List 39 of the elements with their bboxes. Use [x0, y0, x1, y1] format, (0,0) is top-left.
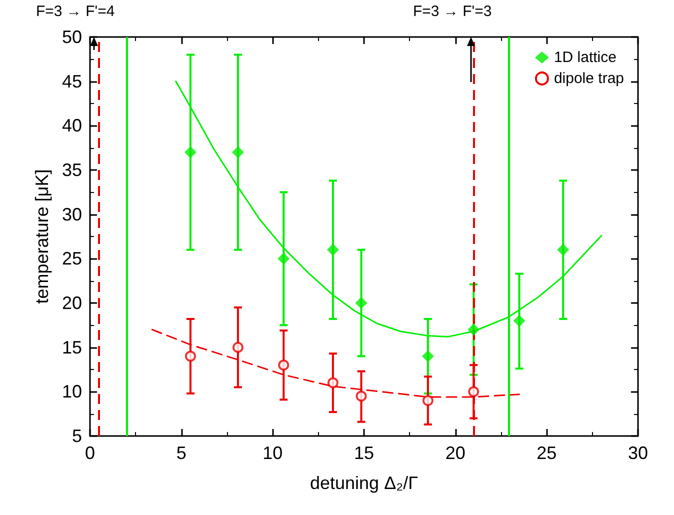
y-tick-label: 25: [62, 248, 82, 269]
point: [468, 324, 480, 336]
x-tick-label: 30: [628, 443, 648, 463]
point: [327, 377, 338, 388]
legend-label: 1D lattice: [554, 49, 616, 66]
text: F=3 → F'=4: [36, 3, 115, 20]
point: [468, 386, 480, 398]
y-axis-title: temperature [μK]: [32, 169, 52, 304]
y-tick-label: 30: [62, 204, 82, 224]
x-tick-label: 5: [176, 443, 186, 463]
legend-label: dipole trap: [554, 70, 624, 87]
y-tick-label: 45: [62, 71, 82, 92]
point: [326, 244, 339, 256]
y-tick-label: 50: [62, 27, 82, 47]
point: [356, 390, 367, 402]
point: [232, 342, 244, 353]
y-tick-label: 10: [62, 382, 82, 402]
x-tick-label: 15: [354, 443, 374, 463]
point: [422, 395, 434, 406]
x-axis-title: detuning Δ₂/Γ: [310, 473, 418, 493]
y-tick-label: 40: [62, 116, 82, 136]
x-tick-label: 25: [536, 443, 557, 463]
x-tick-label: 20: [445, 443, 466, 463]
y-tick-label: 15: [62, 337, 82, 358]
point: [355, 297, 368, 309]
text: F=3 → F'=3: [413, 3, 492, 20]
y-tick-label: 5: [72, 426, 82, 446]
x-tick-label: 0: [84, 443, 96, 463]
point: [513, 314, 526, 327]
point: [184, 146, 196, 158]
y-tick-label: 20: [62, 293, 82, 313]
point: [278, 360, 290, 371]
x-tick-label: 10: [262, 443, 283, 463]
point: [422, 350, 434, 362]
point: [557, 244, 570, 256]
point: [184, 350, 196, 362]
point: [278, 252, 290, 265]
point: [232, 146, 244, 158]
y-tick-label: 35: [62, 160, 82, 180]
